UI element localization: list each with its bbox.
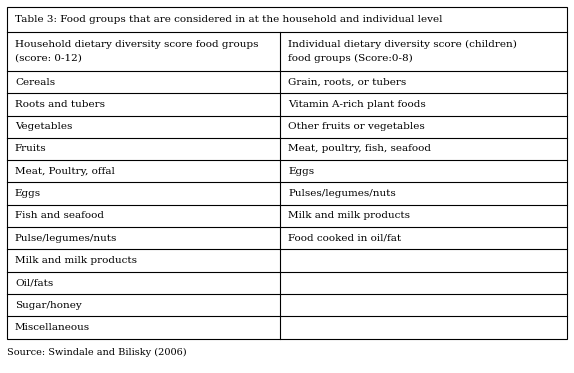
Text: Eggs: Eggs xyxy=(288,167,315,176)
Text: Other fruits or vegetables: Other fruits or vegetables xyxy=(288,122,425,131)
Text: Milk and milk products: Milk and milk products xyxy=(15,256,137,265)
Text: Food cooked in oil/fat: Food cooked in oil/fat xyxy=(288,234,401,243)
Text: Fish and seafood: Fish and seafood xyxy=(15,211,104,220)
Text: Source: Swindale and Bilisky (2006): Source: Swindale and Bilisky (2006) xyxy=(7,348,187,357)
Text: Vitamin A-rich plant foods: Vitamin A-rich plant foods xyxy=(288,100,426,109)
Text: (score: 0-12): (score: 0-12) xyxy=(15,53,82,63)
Text: Fruits: Fruits xyxy=(15,144,46,153)
Text: Meat, Poultry, offal: Meat, Poultry, offal xyxy=(15,167,115,176)
Text: Miscellaneous: Miscellaneous xyxy=(15,323,90,332)
Text: Sugar/honey: Sugar/honey xyxy=(15,301,82,310)
Text: Pulses/legumes/nuts: Pulses/legumes/nuts xyxy=(288,189,396,198)
Text: Individual dietary diversity score (children): Individual dietary diversity score (chil… xyxy=(288,40,517,49)
Text: Cereals: Cereals xyxy=(15,78,55,87)
Text: Grain, roots, or tubers: Grain, roots, or tubers xyxy=(288,78,406,87)
Bar xyxy=(7,7,567,339)
Text: Household dietary diversity score food groups: Household dietary diversity score food g… xyxy=(15,40,258,49)
Text: food groups (Score:0-8): food groups (Score:0-8) xyxy=(288,53,413,63)
Text: Roots and tubers: Roots and tubers xyxy=(15,100,105,109)
Text: Vegetables: Vegetables xyxy=(15,122,72,131)
Text: Oil/fats: Oil/fats xyxy=(15,278,53,287)
Text: Eggs: Eggs xyxy=(15,189,41,198)
Text: Meat, poultry, fish, seafood: Meat, poultry, fish, seafood xyxy=(288,144,431,153)
Text: Pulse/legumes/nuts: Pulse/legumes/nuts xyxy=(15,234,117,243)
Text: Table 3: Food groups that are considered in at the household and individual leve: Table 3: Food groups that are considered… xyxy=(15,15,443,24)
Text: Milk and milk products: Milk and milk products xyxy=(288,211,410,220)
